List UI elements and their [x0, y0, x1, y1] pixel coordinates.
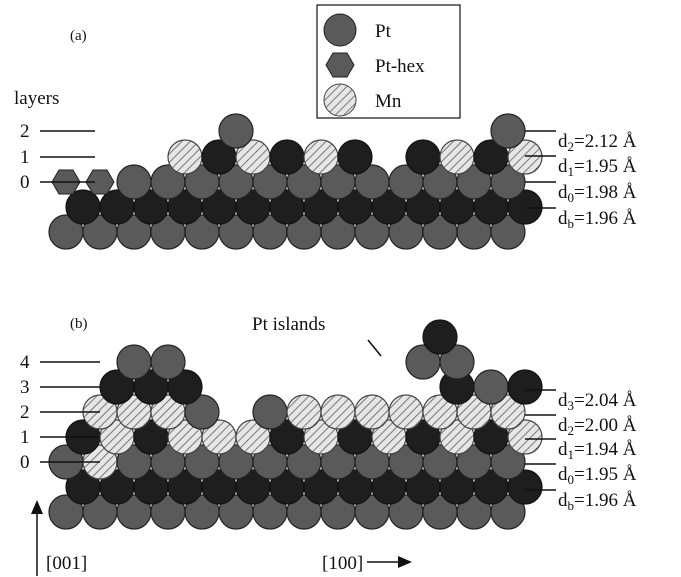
annotation: Pt islands: [252, 314, 325, 335]
spacing-subscript: 2: [568, 423, 575, 438]
atom-pt: [116, 344, 152, 380]
annotation-pointer: [367, 339, 382, 357]
spacing-symbol: d: [558, 208, 568, 229]
arrow-head: [31, 500, 43, 514]
atom-pt-dark: [507, 189, 543, 225]
atom-pt: [218, 113, 254, 149]
spacing-value: =1.96 Å: [574, 208, 637, 229]
spacing-value: =1.96 Å: [574, 490, 637, 511]
spacing-value: =1.98 Å: [574, 182, 637, 203]
spacing-subscript: 2: [568, 139, 575, 154]
spacing-subscript: b: [568, 498, 575, 513]
atom-mn: [388, 394, 424, 430]
layer-number: 2: [20, 402, 30, 423]
spacing-value: =1.94 Å: [574, 439, 637, 460]
spacing-value: =1.95 Å: [574, 464, 637, 485]
spacing-label: d0=1.95 Å: [558, 464, 637, 487]
layers-title: layers: [14, 88, 59, 109]
atoms: [48, 113, 543, 530]
spacing-subscript: b: [568, 216, 575, 231]
spacing-symbol: d: [558, 182, 568, 203]
legend-label: Pt: [375, 21, 392, 42]
atom-pt: [490, 214, 526, 250]
spacing-symbol: d: [558, 131, 568, 152]
spacing-subscript: 0: [568, 190, 575, 205]
atom-pt-hex: [85, 169, 115, 195]
legend-label: Mn: [375, 91, 402, 112]
spacing-symbol: d: [558, 464, 568, 485]
atom-mn: [303, 139, 339, 175]
spacing-value: =2.04 Å: [574, 390, 637, 411]
panel-label: (a): [70, 28, 87, 44]
spacing-subscript: 1: [568, 164, 575, 179]
atom-pt: [439, 344, 475, 380]
atom-mn: [354, 394, 390, 430]
spacing-label: d0=1.98 Å: [558, 182, 637, 205]
legend: Pt Pt-hex Mn: [316, 4, 461, 119]
legend-mn: [323, 83, 357, 117]
spacing-symbol: d: [558, 439, 568, 460]
spacing-value: =2.12 Å: [574, 131, 637, 152]
atom-pt: [490, 494, 526, 530]
atom-mn: [507, 139, 543, 175]
atom-mn: [439, 139, 475, 175]
spacing-label: d2=2.00 Å: [558, 415, 637, 438]
spacing-subscript: 1: [568, 447, 575, 462]
atom-mn: [286, 394, 322, 430]
atom-mn: [490, 394, 526, 430]
spacing-symbol: d: [558, 415, 568, 436]
axis-label: [100]: [322, 553, 363, 574]
arrow-head: [398, 556, 412, 568]
atom-pt-dark: [507, 369, 543, 405]
panel-label: (b): [70, 316, 88, 332]
atom-pt-dark: [337, 139, 373, 175]
layer-number: 4: [20, 352, 30, 373]
spacing-label: db=1.96 Å: [558, 490, 637, 513]
atom-pt: [150, 344, 186, 380]
legend-pt-hex: [325, 52, 355, 78]
layer-number: 0: [20, 452, 30, 473]
atom-pt: [252, 394, 288, 430]
layer-number: 1: [20, 427, 30, 448]
legend-pt: [323, 13, 357, 47]
spacing-label: d1=1.95 Å: [558, 156, 637, 179]
spacing-value: =1.95 Å: [574, 156, 637, 177]
atom-mn: [507, 419, 543, 455]
axis-label: [001]: [46, 553, 87, 574]
layer-number: 0: [20, 172, 30, 193]
spacing-symbol: d: [558, 490, 568, 511]
spacing-subscript: 3: [568, 398, 575, 413]
atom-pt: [490, 113, 526, 149]
spacing-label: db=1.96 Å: [558, 208, 637, 231]
atom-pt-dark: [167, 369, 203, 405]
layer-number: 2: [20, 121, 30, 142]
layer-number: 3: [20, 377, 30, 398]
spacing-label: d3=2.04 Å: [558, 390, 637, 413]
atom-pt: [184, 394, 220, 430]
atom-pt-dark: [65, 189, 101, 225]
spacing-value: =2.00 Å: [574, 415, 637, 436]
atom-pt-dark: [422, 319, 458, 355]
atom-pt-dark: [269, 139, 305, 175]
atom-mn: [320, 394, 356, 430]
spacing-symbol: d: [558, 156, 568, 177]
legend-label: Pt-hex: [375, 56, 425, 77]
spacing-label: d1=1.94 Å: [558, 439, 637, 462]
atom-pt-dark: [507, 469, 543, 505]
atom-pt: [473, 369, 509, 405]
atom-mn: [167, 139, 203, 175]
spacing-subscript: 0: [568, 472, 575, 487]
layer-number: 1: [20, 147, 30, 168]
atom-pt: [116, 164, 152, 200]
atom-pt-dark: [405, 139, 441, 175]
spacing-label: d2=2.12 Å: [558, 131, 637, 154]
spacing-symbol: d: [558, 390, 568, 411]
atom-pt: [490, 444, 526, 480]
